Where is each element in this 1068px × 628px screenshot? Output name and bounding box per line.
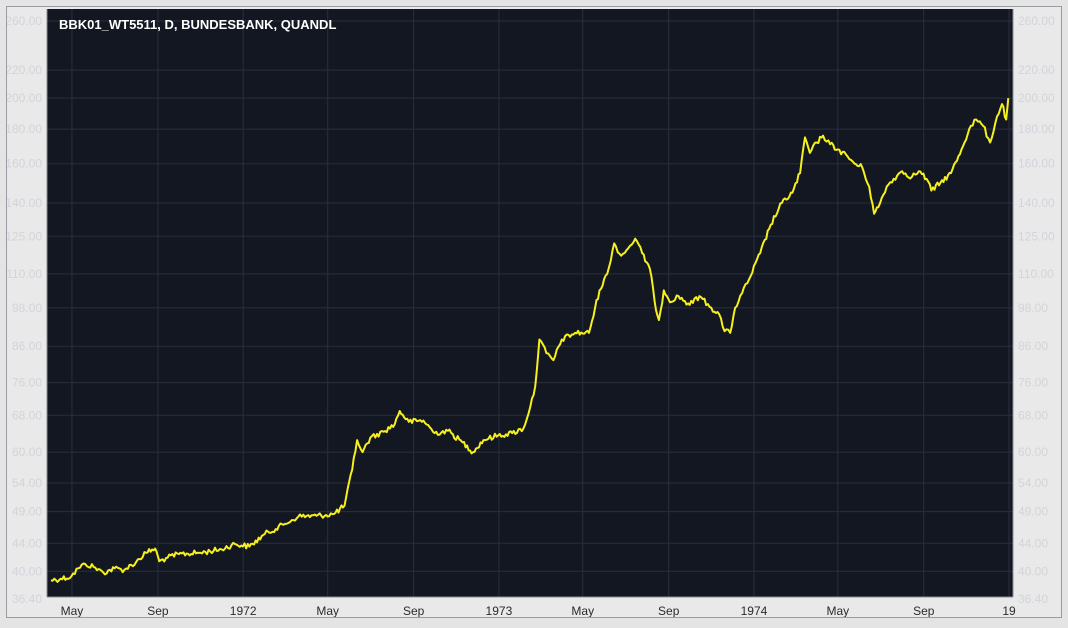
y-tick-label-left: 49.00 <box>12 505 42 519</box>
x-tick-label: 1974 <box>741 604 768 617</box>
y-tick-label-right: 60.00 <box>1018 445 1048 459</box>
y-tick-label-right: 54.00 <box>1018 476 1048 490</box>
series-layer <box>50 98 1010 583</box>
y-tick-label-left: 110.00 <box>7 267 42 281</box>
y-tick-label-left: 140.00 <box>7 196 42 210</box>
y-tick-label-left: 220.00 <box>7 63 42 77</box>
chart-title: BBK01_WT5511, D, BUNDESBANK, QUANDL <box>59 17 336 32</box>
y-axis-left[interactable]: 260.00 220.00 200.00 180.00 160.00 140.00 125.… <box>7 14 42 606</box>
y-tick-label-right: 86.00 <box>1018 339 1048 353</box>
y-tick-label-left: 200.00 <box>7 91 42 105</box>
x-tick-label: May <box>826 604 849 617</box>
y-tick-label-right: 40.00 <box>1018 564 1048 578</box>
y-tick-label-right: 220.00 <box>1018 63 1055 77</box>
y-tick-label-right: 76.00 <box>1018 376 1048 390</box>
grid <box>46 9 1014 598</box>
y-tick-label-left: 68.00 <box>12 408 42 422</box>
y-tick-label-left: 76.00 <box>12 376 42 390</box>
chart-frame: 260.00 220.00 200.00 180.00 160.00 140.00 125.… <box>6 6 1062 618</box>
y-tick-label-left: 260.00 <box>7 14 42 28</box>
x-tick-label: Sep <box>913 604 935 617</box>
price-chart[interactable]: 260.00 220.00 200.00 180.00 160.00 140.00 125.… <box>7 7 1061 617</box>
y-tick-label-left: 40.00 <box>12 564 42 578</box>
x-tick-label: May <box>571 604 594 617</box>
y-tick-label-right: 110.00 <box>1018 267 1054 281</box>
x-tick-label: Sep <box>403 604 425 617</box>
y-tick-label-left: 44.00 <box>12 536 42 550</box>
x-tick-label: May <box>316 604 339 617</box>
y-tick-label-right: 98.00 <box>1018 301 1048 315</box>
y-tick-label-left: 125.00 <box>7 229 42 243</box>
y-tick-label-right: 125.00 <box>1018 229 1055 243</box>
y-tick-label-right: 36.40 <box>1018 592 1048 606</box>
y-axis-right[interactable]: 260.00 220.00 200.00 180.00 160.00 140.00 125.… <box>1018 14 1055 606</box>
y-tick-label-left: 160.00 <box>7 157 42 171</box>
y-tick-label-left: 36.40 <box>12 592 42 606</box>
price-series-line[interactable] <box>50 98 1010 583</box>
plot-area[interactable] <box>47 9 1013 597</box>
y-tick-label-right: 49.00 <box>1018 505 1048 519</box>
y-tick-label-right: 160.00 <box>1018 157 1055 171</box>
y-tick-label-right: 180.00 <box>1018 122 1055 136</box>
x-tick-label: 1972 <box>230 604 257 617</box>
y-tick-label-right: 68.00 <box>1018 408 1048 422</box>
x-tick-label: 1973 <box>486 604 513 617</box>
y-tick-label-left: 54.00 <box>12 476 42 490</box>
y-tick-label-right: 140.00 <box>1018 196 1055 210</box>
x-tick-label: 19 <box>1002 604 1016 617</box>
x-tick-label: Sep <box>658 604 680 617</box>
x-axis[interactable]: May Sep 1972 May Sep 1973 May Sep 1974 May Sep 19 <box>61 604 1016 617</box>
y-tick-label-right: 260.00 <box>1018 14 1055 28</box>
y-tick-label-left: 98.00 <box>12 301 42 315</box>
y-tick-label-left: 180.00 <box>7 122 42 136</box>
y-tick-label-right: 44.00 <box>1018 536 1048 550</box>
y-tick-label-right: 200.00 <box>1018 91 1055 105</box>
y-tick-label-left: 86.00 <box>12 339 42 353</box>
x-tick-label: May <box>61 604 84 617</box>
x-tick-label: Sep <box>147 604 169 617</box>
y-tick-label-left: 60.00 <box>12 445 42 459</box>
